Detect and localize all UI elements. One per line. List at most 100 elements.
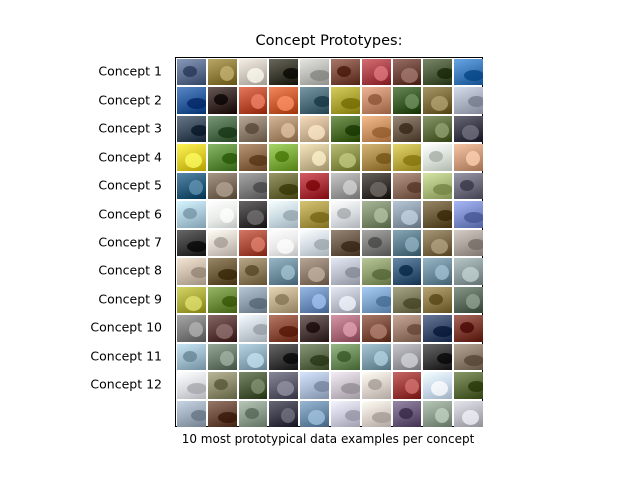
prototype-thumbnail [361, 400, 391, 427]
prototype-thumbnail [300, 144, 329, 171]
thumbnail-subject [277, 381, 295, 397]
prototype-thumbnail [300, 372, 329, 399]
prototype-thumbnail [207, 87, 237, 114]
thumbnail-subject [373, 350, 388, 366]
prototype-thumbnail [207, 400, 237, 427]
prototype-thumbnail [207, 144, 237, 171]
thumbnail-subject [339, 153, 356, 169]
prototype-thumbnail [361, 229, 391, 257]
prototype-thumbnail [423, 144, 453, 171]
thumbnail-subject [306, 322, 321, 334]
prototype-thumbnail [454, 400, 483, 427]
prototype-thumbnail [269, 400, 299, 427]
thumbnail-subject [341, 383, 360, 395]
thumbnail-subject [217, 411, 237, 423]
thumbnail-subject [246, 352, 264, 368]
row-label: Concept 11 [90, 348, 162, 364]
thumbnail-subject [191, 124, 206, 136]
prototype-thumbnail [177, 144, 206, 171]
thumbnail-subject [466, 151, 481, 167]
prototype-thumbnail [331, 144, 360, 171]
thumbnail-subject [217, 126, 237, 138]
prototype-thumbnail [423, 400, 453, 427]
thumbnail-subject [213, 94, 228, 106]
row-label: Concept 1 [98, 63, 162, 79]
prototype-thumbnail [300, 115, 329, 143]
prototype-thumbnail [300, 87, 329, 114]
prototype-thumbnail [454, 172, 483, 200]
prototype-thumbnail [331, 400, 360, 427]
prototype-thumbnail [392, 144, 422, 171]
thumbnail-subject [433, 183, 453, 195]
prototype-thumbnail [207, 258, 237, 285]
thumbnail-subject [367, 94, 382, 106]
thumbnail-subject [189, 179, 203, 195]
thumbnail-subject [431, 381, 449, 397]
prototype-thumbnail [331, 258, 360, 285]
thumbnail-subject [468, 238, 483, 250]
prototype-thumbnail [177, 343, 206, 371]
prototype-thumbnail [331, 286, 360, 314]
thumbnail-subject [462, 409, 480, 425]
prototype-thumbnail [300, 286, 329, 314]
row-label: Concept 9 [98, 291, 162, 307]
prototype-thumbnail [392, 115, 422, 143]
thumbnail-subject [341, 240, 360, 252]
thumbnail-subject [369, 324, 387, 340]
thumbnail-subject [246, 210, 264, 226]
prototype-image-grid [175, 57, 483, 427]
prototype-thumbnail [207, 315, 237, 342]
thumbnail-subject [219, 208, 234, 224]
prototype-thumbnail [269, 343, 299, 371]
thumbnail-subject [244, 407, 259, 419]
prototype-thumbnail [423, 372, 453, 399]
prototype-thumbnail [392, 400, 422, 427]
thumbnail-subject [398, 407, 413, 419]
thumbnail-subject [275, 293, 290, 305]
prototype-thumbnail [331, 115, 360, 143]
prototype-thumbnail [392, 286, 422, 314]
thumbnail-subject [468, 96, 483, 108]
prototype-thumbnail [423, 115, 453, 143]
thumbnail-subject [219, 66, 234, 81]
prototype-thumbnail [207, 172, 237, 200]
prototype-thumbnail [361, 258, 391, 285]
prototype-thumbnail [269, 59, 299, 86]
prototype-thumbnail [361, 343, 391, 371]
thumbnail-subject [281, 407, 296, 423]
thumbnail-subject [250, 94, 265, 110]
prototype-thumbnail [207, 115, 237, 143]
prototype-thumbnail [454, 258, 483, 285]
thumbnail-subject [431, 96, 449, 112]
thumbnail-subject [339, 295, 356, 311]
thumbnail-subject [402, 155, 422, 167]
prototype-thumbnail [361, 201, 391, 228]
thumbnail-subject [464, 212, 483, 224]
prototype-thumbnail [361, 115, 391, 143]
thumbnail-subject [308, 409, 326, 425]
thumbnail-subject [400, 352, 418, 368]
prototype-thumbnail [361, 59, 391, 86]
thumbnail-subject [250, 379, 265, 395]
prototype-thumbnail [269, 172, 299, 200]
prototype-thumbnail [269, 286, 299, 314]
thumbnail-subject [433, 326, 453, 338]
thumbnail-subject [310, 354, 329, 366]
prototype-thumbnail [423, 258, 453, 285]
prototype-thumbnail [392, 87, 422, 114]
thumbnail-subject [341, 98, 360, 110]
thumbnail-subject [402, 297, 422, 309]
thumbnail-subject [343, 322, 357, 338]
thumbnail-subject [367, 236, 382, 248]
thumbnail-subject [371, 126, 391, 138]
prototype-thumbnail [269, 115, 299, 143]
thumbnail-subject [281, 265, 296, 281]
thumbnail-subject [281, 122, 296, 138]
thumbnail-subject [435, 122, 450, 138]
thumbnail-subject [244, 265, 259, 277]
row-label: Concept 10 [90, 319, 162, 335]
thumbnail-subject [375, 153, 391, 165]
thumbnail-subject [217, 269, 237, 281]
prototype-thumbnail [300, 59, 329, 86]
prototype-thumbnail [361, 372, 391, 399]
